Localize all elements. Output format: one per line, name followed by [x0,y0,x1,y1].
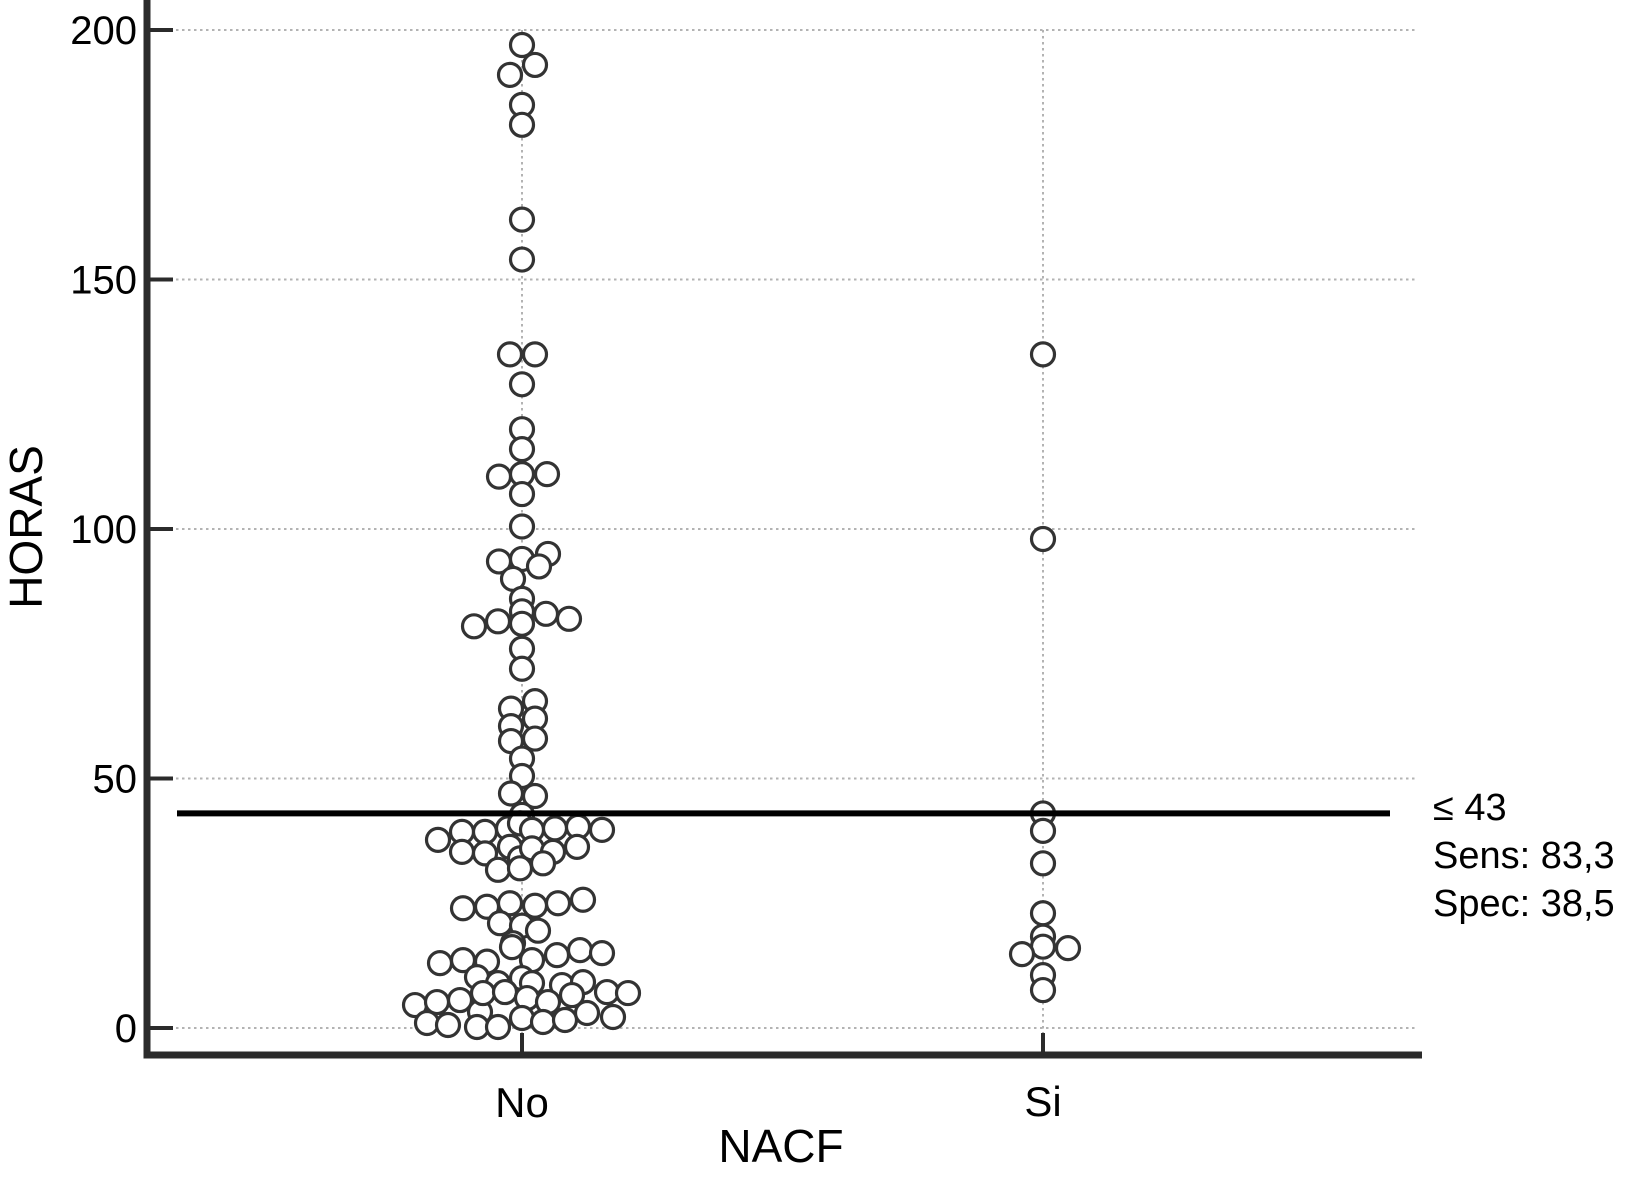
data-point-no [532,600,560,627]
data-point-si [1029,976,1057,1004]
data-point-no [460,613,488,640]
data-point-no [521,341,549,368]
data-point-no [491,978,519,1006]
data-point-si [1029,341,1057,368]
data-point-no [508,371,536,398]
data-point-no [484,856,512,883]
data-point-no [566,937,594,964]
data-point-no [555,605,583,632]
data-point-no [529,1008,557,1036]
data-point-no [573,999,601,1027]
data-point-no [508,1004,536,1032]
data-point-no [524,917,552,944]
data-point-no [485,548,513,575]
data-point-no [508,246,536,273]
data-point-no [484,1013,512,1041]
data-point-no [434,1011,462,1039]
data-point-no [508,206,536,233]
data-point-no [508,513,536,540]
data-point-no [521,782,549,810]
threshold-label: ≤ 43 [1433,787,1507,829]
specificity-label: Spec: 38,5 [1433,883,1615,925]
data-point-no [533,461,561,488]
data-point-si [1008,941,1036,968]
data-point-no [551,1006,579,1034]
data-point-no [426,950,454,977]
data-point-no [424,826,452,853]
data-points [401,31,1082,1041]
data-point-no [569,886,597,913]
data-point-no [508,31,536,59]
sensitivity-label: Sens: 83,3 [1433,835,1615,877]
data-point-no [508,655,536,682]
data-point-no [563,833,591,860]
category-label-si: Si [1024,1078,1061,1125]
y-tick-label: 200 [70,9,137,53]
data-point-no [588,816,616,843]
data-point-no [471,818,499,845]
data-point-no [449,895,477,922]
data-point-no [497,780,525,807]
category-label-no: No [495,1079,549,1126]
tick-marks [147,28,1045,1055]
data-point-no [508,436,536,463]
data-point-no [558,981,586,1009]
data-point-no [496,61,524,89]
data-point-no [508,480,536,508]
data-point-no [588,940,616,967]
y-axis-label: HORAS [0,445,52,609]
data-point-no [508,610,536,637]
data-point-no [506,855,534,882]
data-point-no [446,986,474,1014]
data-point-no [599,1003,627,1031]
y-tick-label: 150 [70,259,137,303]
data-point-no [498,934,526,961]
x-axis-label: NACF [718,1120,843,1172]
data-point-no [484,608,512,635]
data-point-no [544,890,572,917]
data-point-no [525,553,553,580]
y-tick-label: 50 [93,758,138,802]
data-point-no [614,979,642,1007]
data-point-no [529,850,557,877]
data-point-no [469,979,497,1007]
data-point-no [508,111,536,138]
data-point-no [521,51,549,79]
data-point-no [485,463,513,490]
data-point-no [541,815,569,842]
data-point-si [1029,900,1057,927]
data-point-si [1029,525,1057,553]
data-point-si [1029,850,1057,877]
y-tick-label: 100 [70,508,137,552]
data-point-si [1054,935,1082,962]
data-point-no [543,942,571,969]
data-point-no [496,341,524,368]
data-point-no [413,1009,441,1037]
y-tick-label: 0 [115,1007,137,1051]
gridlines [152,29,1417,1052]
data-point-no [448,838,476,865]
data-point-si [1029,817,1057,844]
y-tick-labels: 0 50 100 150 200 [70,9,137,1051]
